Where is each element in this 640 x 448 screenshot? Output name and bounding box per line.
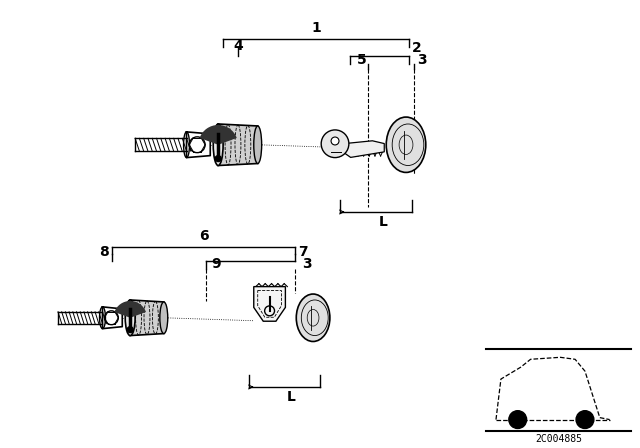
Polygon shape [218, 124, 258, 165]
Text: L: L [379, 215, 387, 229]
Circle shape [509, 411, 527, 428]
Text: 5: 5 [356, 53, 367, 67]
Text: 9: 9 [211, 257, 221, 271]
Text: 4: 4 [233, 39, 243, 53]
Ellipse shape [213, 124, 223, 165]
Circle shape [331, 137, 339, 145]
Text: 2C004885: 2C004885 [535, 435, 582, 444]
Polygon shape [345, 141, 384, 157]
Circle shape [127, 327, 133, 332]
Polygon shape [253, 287, 285, 321]
Wedge shape [200, 125, 237, 145]
Ellipse shape [160, 302, 168, 334]
Ellipse shape [125, 300, 135, 336]
Circle shape [580, 413, 590, 422]
Text: 3: 3 [302, 257, 312, 271]
Circle shape [576, 411, 594, 428]
Circle shape [321, 130, 349, 158]
Text: 1: 1 [311, 21, 321, 35]
Ellipse shape [253, 126, 262, 164]
Text: 3: 3 [417, 53, 426, 67]
Text: 7: 7 [298, 246, 308, 259]
Wedge shape [115, 301, 146, 318]
Text: 8: 8 [99, 246, 108, 259]
Polygon shape [130, 300, 164, 336]
Circle shape [215, 155, 221, 162]
Ellipse shape [387, 117, 426, 172]
Text: 6: 6 [199, 228, 209, 243]
Text: L: L [287, 390, 296, 404]
Text: 2: 2 [412, 41, 422, 55]
Ellipse shape [296, 294, 330, 341]
